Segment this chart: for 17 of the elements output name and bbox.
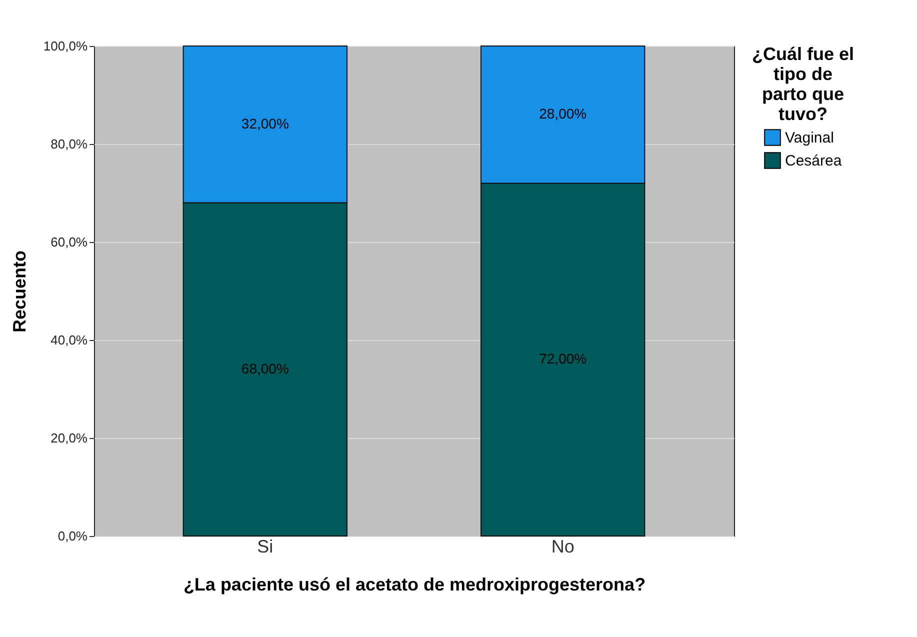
- x-axis-title: ¿La paciente usó el acetato de medroxiprogesterona?: [183, 574, 646, 594]
- legend-label: Vaginal: [785, 130, 834, 146]
- data-label: 28,00%: [539, 106, 587, 122]
- y-tick-label: 0,0%: [58, 528, 88, 544]
- legend-title: ¿Cuál fue el tipo de parto que tuvo?: [752, 44, 854, 124]
- x-tick-label: Si: [257, 536, 274, 556]
- x-tick-label: No: [551, 536, 574, 556]
- y-tick-label: 80,0%: [50, 136, 88, 152]
- y-tick-label: 100,0%: [43, 38, 88, 54]
- y-tick-label: 60,0%: [50, 234, 88, 250]
- data-label: 68,00%: [241, 360, 289, 376]
- legend-label: Cesárea: [785, 152, 842, 170]
- data-label: 32,00%: [241, 115, 289, 132]
- y-tick-label: 20,0%: [50, 430, 88, 446]
- y-axis-title: Recuento: [9, 250, 30, 333]
- data-label: 72,00%: [539, 350, 587, 367]
- y-tick-label: 40,0%: [50, 332, 88, 348]
